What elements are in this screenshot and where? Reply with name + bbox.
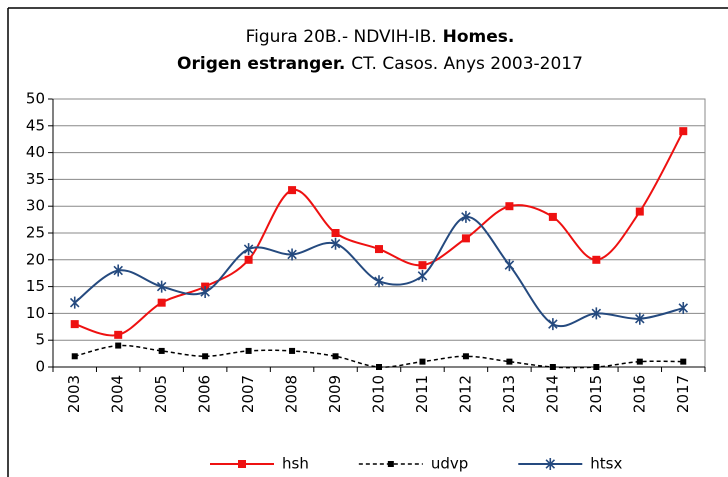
- x-tick-label: 2016: [630, 375, 648, 413]
- chart-title: Origen estranger. CT. Casos. Anys 2003-20…: [177, 54, 583, 74]
- x-tick-label: 2014: [543, 375, 561, 413]
- point: [680, 358, 687, 365]
- x-tick-label: 2006: [196, 375, 214, 413]
- legend-label: udvp: [431, 455, 468, 473]
- legend-label: hsh: [282, 455, 309, 473]
- point: [635, 207, 644, 216]
- chart-title: Figura 20B.- NDVIH-IB. Homes.: [246, 27, 515, 47]
- point: [678, 302, 689, 315]
- point: [592, 255, 601, 264]
- point: [200, 285, 210, 298]
- point: [548, 212, 557, 221]
- point: [418, 261, 427, 270]
- point: [156, 280, 167, 293]
- point: [244, 255, 253, 264]
- legend-label: htsx: [590, 455, 622, 473]
- series-line: [74, 215, 684, 328]
- point: [289, 347, 296, 354]
- point: [374, 275, 384, 288]
- y-tick-label: 15: [26, 277, 45, 295]
- point: [115, 342, 122, 349]
- x-tick-label: 2011: [413, 375, 431, 413]
- point: [376, 364, 382, 370]
- point: [636, 358, 643, 365]
- legend-marker: [387, 461, 394, 467]
- point: [245, 347, 252, 354]
- point: [113, 264, 123, 277]
- point: [69, 296, 80, 309]
- x-tick-label: 2010: [370, 375, 388, 413]
- point: [288, 186, 297, 195]
- point: [591, 307, 602, 320]
- x-tick-label: 2003: [65, 375, 83, 413]
- point: [462, 353, 469, 360]
- point: [157, 298, 166, 307]
- point: [419, 358, 426, 365]
- point: [330, 237, 341, 250]
- y-tick-label: 20: [26, 250, 45, 268]
- x-tick-label: 2013: [500, 375, 518, 413]
- legend-marker: [238, 460, 246, 468]
- y-tick-label: 5: [35, 331, 45, 349]
- point: [635, 312, 645, 325]
- legend-item: hsh: [210, 455, 309, 473]
- point: [332, 353, 339, 360]
- point: [505, 202, 514, 211]
- y-tick-label: 10: [26, 304, 45, 322]
- point: [549, 364, 556, 370]
- point: [287, 248, 297, 261]
- y-tick-label: 0: [35, 358, 45, 376]
- x-tick-label: 2009: [326, 375, 344, 413]
- point: [461, 234, 470, 243]
- legend-marker: [545, 458, 556, 470]
- title-part: CT. Casos. Anys 2003-2017: [351, 54, 583, 74]
- point: [70, 320, 79, 329]
- point: [593, 364, 600, 370]
- point: [243, 243, 254, 256]
- legend-item: htsx: [518, 455, 622, 473]
- point: [506, 358, 513, 365]
- x-tick-label: 2008: [283, 375, 301, 413]
- x-tick-label: 2015: [587, 375, 605, 413]
- x-tick-label: 2005: [152, 375, 170, 413]
- title-part: Figura 20B.- NDVIH-IB.: [246, 27, 437, 47]
- x-tick-label: 2004: [109, 375, 127, 413]
- title-part: Homes.: [443, 27, 515, 47]
- title-part: Origen estranger.: [177, 54, 345, 74]
- y-tick-label: 40: [26, 143, 45, 161]
- y-tick-label: 35: [26, 170, 45, 188]
- point: [71, 353, 78, 360]
- point: [417, 269, 428, 282]
- x-tick-label: 2012: [456, 375, 474, 413]
- point: [504, 259, 515, 272]
- point: [158, 347, 165, 354]
- point: [461, 210, 471, 223]
- point: [679, 127, 688, 136]
- y-tick-label: 50: [26, 90, 45, 108]
- x-tick-label: 2017: [674, 375, 692, 413]
- legend-item: udvp: [358, 455, 468, 473]
- point: [202, 353, 209, 360]
- point: [331, 229, 340, 237]
- y-tick-label: 25: [26, 224, 45, 242]
- point: [375, 245, 383, 254]
- y-tick-label: 45: [26, 116, 45, 134]
- point: [548, 318, 558, 331]
- x-tick-label: 2007: [239, 375, 257, 413]
- point: [114, 330, 123, 339]
- y-tick-label: 30: [26, 197, 45, 215]
